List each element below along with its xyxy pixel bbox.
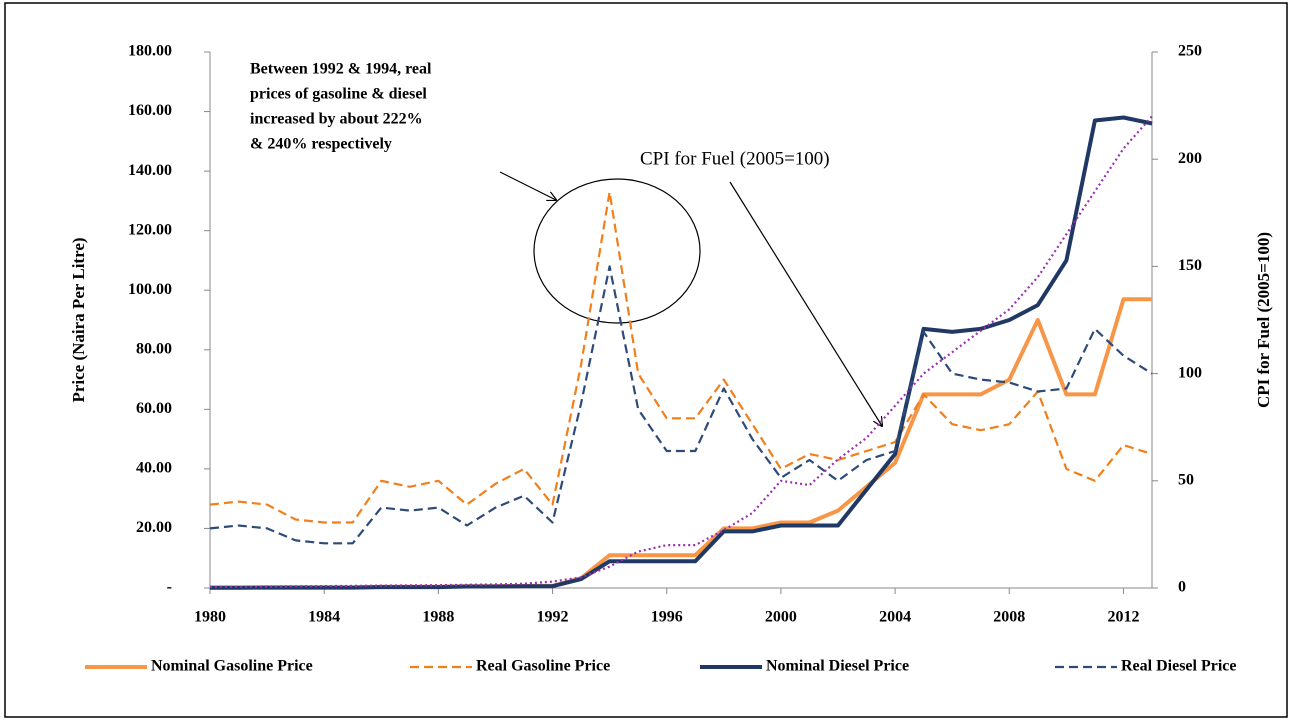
y-axis-label: Price (Naira Per Litre)	[69, 237, 88, 402]
y2-axis-label: CPI for Fuel (2005=100)	[1254, 232, 1273, 408]
y2-tick-label: 200	[1178, 150, 1202, 167]
series-line	[209, 115, 1153, 588]
legend-label: Real Diesel Price	[1121, 658, 1237, 675]
y2-tick-label: 50	[1178, 471, 1194, 488]
y-tick-label: 100.00	[128, 281, 172, 298]
y-tick-label: 60.00	[136, 400, 172, 417]
arrow	[499, 171, 556, 200]
x-tick-label: 2012	[1107, 609, 1139, 626]
y-tick-label: 80.00	[136, 340, 172, 357]
y2-tick-label: 100	[1178, 364, 1202, 381]
series-line	[209, 190, 1153, 524]
legend-label: Nominal Diesel Price	[766, 658, 909, 675]
y-tick-label: 120.00	[128, 221, 172, 238]
y-tick-label: 160.00	[128, 102, 172, 119]
x-tick-label: 2008	[993, 609, 1025, 626]
y2-tick-label: 0	[1178, 579, 1186, 596]
y-tick-label: 40.00	[136, 460, 172, 477]
x-tick-label: 1992	[537, 609, 569, 626]
y-tick-label: -	[167, 579, 172, 596]
annotation: & 240% respectively	[250, 136, 392, 153]
highlight-ellipse	[533, 178, 701, 324]
annotation: Between 1992 & 1994, real	[250, 61, 432, 78]
legend-label: Real Gasoline Price	[476, 658, 610, 675]
y-tick-label: 140.00	[128, 162, 172, 179]
x-tick-label: 2004	[879, 609, 911, 626]
annotation: prices of gasoline & diesel	[250, 86, 427, 103]
annotation: CPI for Fuel (2005=100)	[640, 148, 830, 169]
x-tick-label: 1984	[308, 609, 340, 626]
series-line	[209, 265, 1153, 545]
x-tick-label: 2000	[765, 609, 797, 626]
frame	[4, 2, 1288, 718]
y-tick-label: 20.00	[136, 519, 172, 536]
y2-tick-label: 250	[1178, 43, 1202, 60]
series-line	[210, 115, 1153, 590]
y2-tick-label: 150	[1178, 257, 1202, 274]
arrow	[729, 181, 882, 426]
x-tick-label: 1996	[651, 609, 683, 626]
x-tick-label: 1988	[422, 609, 454, 626]
x-tick-label: 1980	[194, 609, 226, 626]
annotation: increased by about 222%	[250, 111, 423, 128]
y-tick-label: 180.00	[128, 43, 172, 60]
legend-label: Nominal Gasoline Price	[151, 658, 313, 675]
